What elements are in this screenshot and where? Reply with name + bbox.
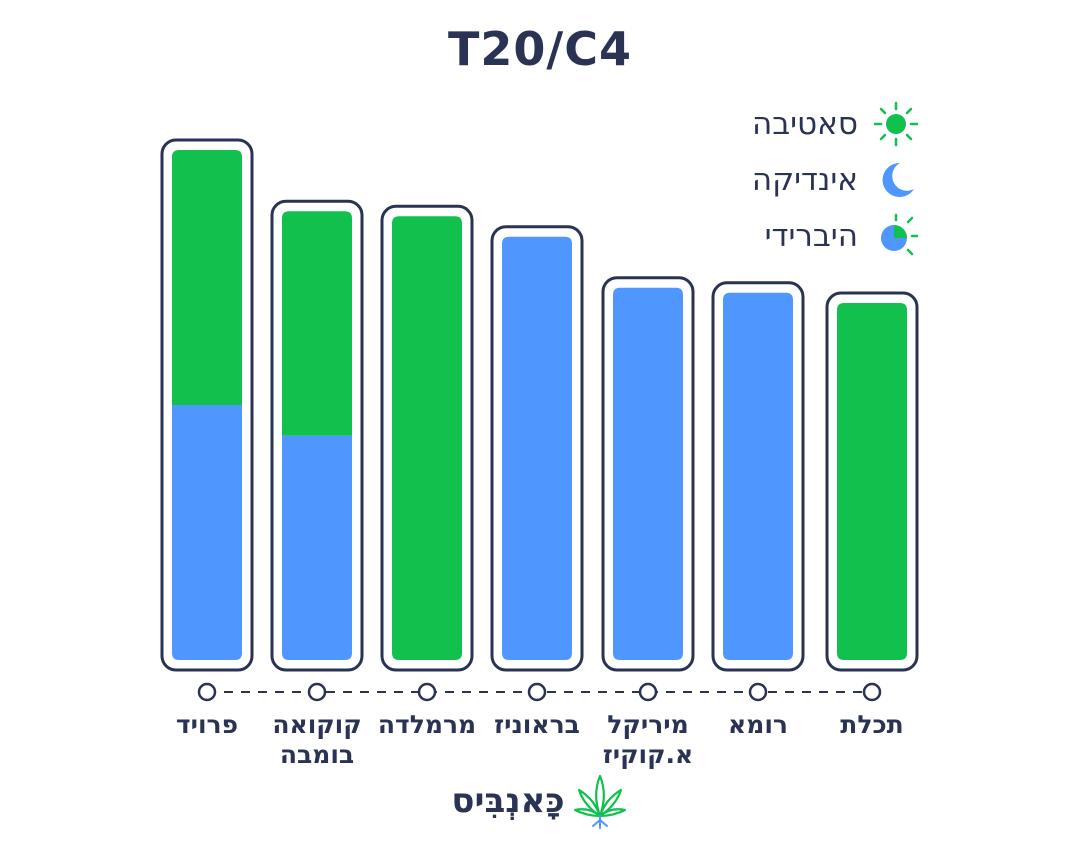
bar-segment [392, 216, 462, 661]
hybrid-icon [881, 213, 919, 256]
bar-frame [601, 276, 695, 672]
x-axis-marker [862, 682, 882, 702]
legend: סאטיבה אינדיקה ה [752, 96, 920, 264]
bar-segment [723, 292, 793, 660]
cannabis-leaf-icon [573, 774, 626, 829]
bar-segment [282, 211, 352, 436]
legend-label-indica: אינדיקה [751, 162, 858, 198]
bar-frame [711, 281, 805, 672]
legend-item-hybrid: היברידי [752, 208, 920, 264]
bar-frame [490, 225, 584, 672]
x-axis-marker [748, 682, 768, 702]
x-tick-label: פרויד [176, 710, 238, 739]
legend-item-indica: אינדיקה [752, 152, 920, 208]
x-tick-label: א.קוקיז [603, 740, 693, 769]
x-tick-label: תכלת [840, 710, 903, 739]
x-axis-marker [307, 682, 327, 702]
x-tick-label: בראוניז [494, 710, 580, 739]
x-tick-label: רומא [728, 710, 788, 739]
x-axis-marker [638, 682, 658, 702]
x-axis-marker [417, 682, 437, 702]
bar-segment [613, 287, 683, 660]
x-tick-label: מרמלדה [378, 710, 476, 739]
x-tick-label: מיריקל [607, 710, 688, 739]
bar-frame [380, 204, 474, 672]
bar-segment [172, 405, 242, 660]
legend-label-hybrid: היברידי [764, 218, 858, 254]
legend-label-sativa: סאטיבה [751, 106, 858, 142]
x-tick-label: בומבה [280, 740, 354, 769]
x-axis-marker [197, 682, 217, 702]
x-tick-label: קוקואה [272, 710, 361, 739]
bar-frame [160, 138, 254, 672]
moon-icon [882, 162, 914, 197]
chart-title: T20/C4 [448, 22, 632, 76]
logo: כָּאנְבִּיס [0, 772, 1080, 830]
bar-frame [270, 199, 364, 672]
bar-segment [837, 303, 907, 660]
bar-frame [825, 291, 919, 672]
x-axis-marker [527, 682, 547, 702]
bar-segment [502, 236, 572, 660]
bar-segment [172, 150, 242, 405]
legend-item-sativa: סאטיבה [752, 96, 920, 152]
logo-text: כָּאנְבִּיס [451, 781, 565, 821]
bar-segment [282, 435, 352, 660]
sun-icon [873, 101, 919, 147]
